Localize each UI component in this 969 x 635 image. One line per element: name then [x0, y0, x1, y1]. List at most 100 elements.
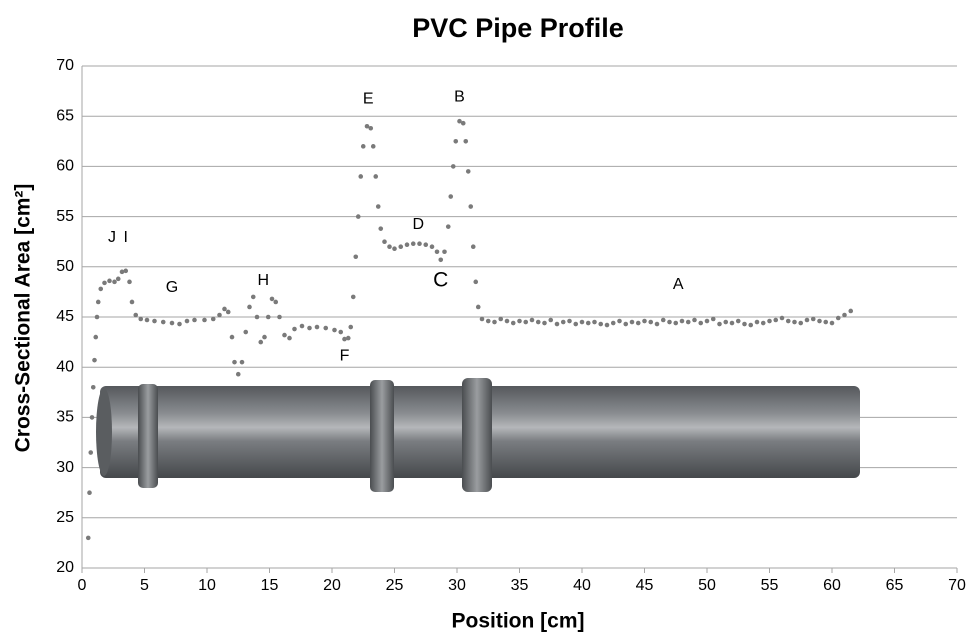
x-tick-label: 65: [886, 577, 904, 594]
x-tick-label: 55: [761, 577, 779, 594]
pipe-collar: [462, 378, 492, 492]
data-point: [411, 241, 416, 246]
data-point: [361, 144, 366, 149]
data-point: [170, 321, 175, 326]
data-point: [300, 324, 305, 329]
annotation: J: [108, 229, 116, 246]
data-point: [680, 319, 685, 324]
data-point: [466, 169, 471, 174]
data-point: [848, 309, 853, 314]
data-point: [177, 322, 182, 327]
data-point: [251, 295, 256, 300]
x-tick-label: 35: [511, 577, 529, 594]
data-point: [792, 320, 797, 325]
y-tick-label: 30: [56, 459, 74, 476]
data-point: [282, 333, 287, 338]
data-point: [273, 300, 278, 305]
annotation: H: [257, 272, 269, 289]
x-tick-label: 5: [140, 577, 149, 594]
data-point: [430, 244, 435, 249]
data-point: [511, 321, 516, 326]
data-point: [705, 319, 710, 324]
data-point: [605, 323, 610, 328]
data-point: [438, 257, 443, 262]
data-point: [262, 335, 267, 340]
data-point: [243, 330, 248, 335]
data-point: [202, 318, 207, 323]
data-point: [742, 322, 747, 327]
data-point: [373, 174, 378, 179]
chart-title: PVC Pipe Profile: [412, 13, 624, 43]
data-point: [185, 319, 190, 324]
data-point: [392, 246, 397, 251]
data-point: [127, 280, 132, 285]
data-point: [453, 139, 458, 144]
data-point: [353, 254, 358, 259]
data-point: [112, 280, 117, 285]
x-axis-label: Position [cm]: [451, 610, 584, 633]
data-point: [323, 326, 328, 331]
data-point: [123, 269, 128, 274]
data-point: [842, 313, 847, 318]
x-tick-label: 45: [636, 577, 654, 594]
data-point: [307, 326, 312, 331]
x-tick-label: 60: [823, 577, 841, 594]
data-point: [107, 279, 112, 284]
x-tick-label: 30: [448, 577, 466, 594]
data-point: [338, 330, 343, 335]
data-point: [217, 313, 222, 318]
data-point: [536, 320, 541, 325]
data-point: [87, 490, 92, 495]
data-point: [95, 315, 100, 320]
y-tick-label: 45: [56, 308, 74, 325]
x-tick-label: 20: [323, 577, 341, 594]
data-point: [145, 318, 150, 323]
data-point: [730, 321, 735, 326]
y-tick-label: 20: [56, 559, 74, 576]
data-point: [673, 321, 678, 326]
x-tick-label: 10: [198, 577, 216, 594]
data-point: [517, 319, 522, 324]
x-tick-label: 25: [386, 577, 404, 594]
data-point: [161, 320, 166, 325]
data-point: [138, 317, 143, 322]
data-point: [573, 322, 578, 327]
data-point: [371, 144, 376, 149]
data-point: [798, 321, 803, 326]
data-point: [451, 164, 456, 169]
data-point: [91, 385, 96, 390]
data-point: [630, 320, 635, 325]
data-point: [655, 322, 660, 327]
data-point: [761, 321, 766, 326]
y-tick-label: 40: [56, 358, 74, 375]
data-point: [548, 318, 553, 323]
data-point: [623, 322, 628, 327]
data-point: [116, 277, 121, 282]
data-point: [561, 320, 566, 325]
data-point: [461, 121, 466, 126]
data-point: [767, 319, 772, 324]
data-point: [230, 335, 235, 340]
data-point: [417, 241, 422, 246]
data-point: [98, 287, 103, 292]
y-axis-label: Cross-Sectional Area [cm²]: [12, 184, 35, 453]
data-point: [96, 300, 101, 305]
data-point: [692, 318, 697, 323]
data-point: [405, 242, 410, 247]
data-point: [661, 318, 666, 323]
pipe-collar: [138, 384, 158, 488]
data-point: [93, 335, 98, 340]
x-tick-label: 40: [573, 577, 591, 594]
data-point: [823, 320, 828, 325]
data-point: [698, 321, 703, 326]
data-point: [611, 321, 616, 326]
data-point: [152, 319, 157, 324]
data-point: [222, 307, 227, 312]
data-point: [471, 244, 476, 249]
data-point: [830, 321, 835, 326]
data-point: [358, 174, 363, 179]
y-tick-label: 50: [56, 258, 74, 275]
data-point: [617, 319, 622, 324]
data-point: [287, 336, 292, 341]
data-point: [232, 360, 237, 365]
